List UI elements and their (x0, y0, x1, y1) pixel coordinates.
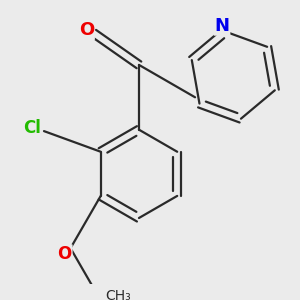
Text: O: O (79, 21, 94, 39)
Text: N: N (214, 17, 230, 35)
Text: Cl: Cl (23, 119, 41, 137)
Text: O: O (58, 245, 72, 263)
Text: CH₃: CH₃ (106, 289, 131, 300)
